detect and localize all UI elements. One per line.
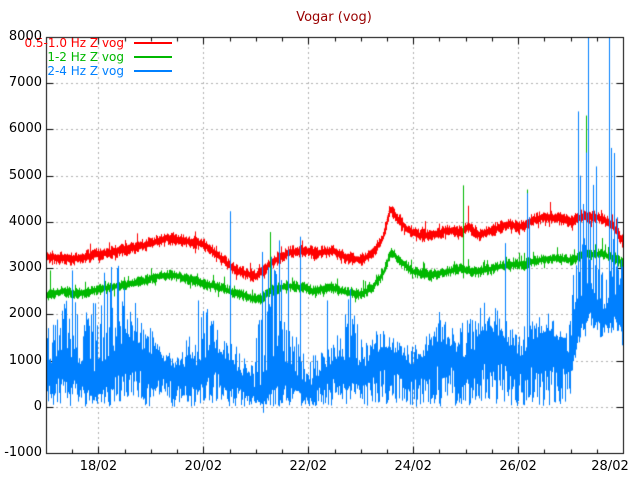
y-tick-label: -1000 xyxy=(4,445,42,460)
x-tick-label: 24/02 xyxy=(394,459,432,474)
y-tick-label: 4000 xyxy=(8,213,42,229)
legend-item-band1: 0.5-1.0 Hz Z vog xyxy=(0,36,172,50)
y-tick-label: 2000 xyxy=(8,306,42,322)
legend-line-sample-band2 xyxy=(134,56,172,58)
x-tick-label: 26/02 xyxy=(499,459,537,474)
legend-label-band2: 1-2 Hz Z vog xyxy=(47,50,124,64)
legend-line-sample-band3 xyxy=(134,70,172,72)
legend-label-band3: 2-4 Hz Z vog xyxy=(47,64,124,78)
x-tick-label: 18/02 xyxy=(79,459,118,474)
y-tick-label: 6000 xyxy=(8,121,42,137)
y-tick-label: 1000 xyxy=(8,352,42,368)
y-tick-label: 8000 xyxy=(8,29,42,44)
legend-item-band2: 1-2 Hz Z vog xyxy=(0,50,172,64)
legend-item-band3: 2-4 Hz Z vog xyxy=(0,64,172,78)
legend-label-band1: 0.5-1.0 Hz Z vog xyxy=(24,36,124,50)
y-tick-label: 3000 xyxy=(8,260,42,276)
legend-line-sample-band1 xyxy=(134,42,172,44)
page-title: Vogar (vog) xyxy=(296,10,372,25)
x-tick-label: 22/02 xyxy=(289,459,327,474)
y-tick-label: 0 xyxy=(33,398,42,414)
y-tick-label: 5000 xyxy=(8,167,42,183)
y-tick-label: 7000 xyxy=(8,75,42,91)
x-tick-label: 28/02 xyxy=(591,459,629,474)
x-tick-label: 20/02 xyxy=(184,459,223,474)
